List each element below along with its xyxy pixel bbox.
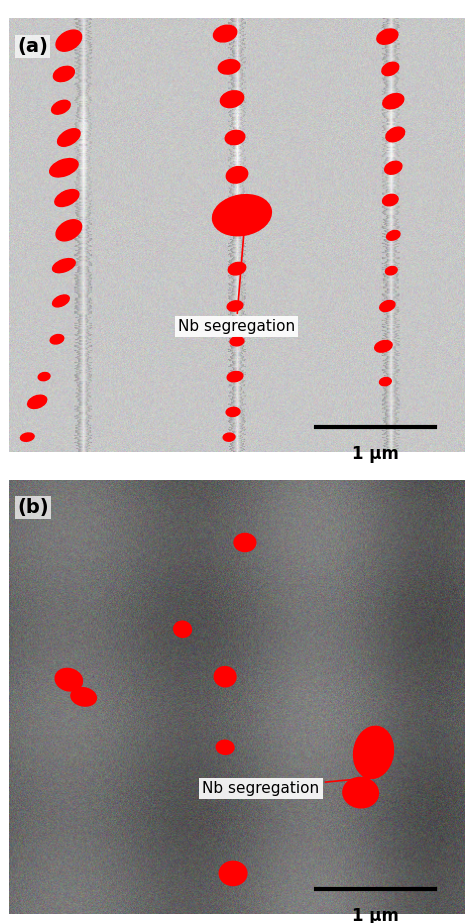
Ellipse shape <box>386 127 405 142</box>
Ellipse shape <box>230 337 244 346</box>
Ellipse shape <box>52 101 70 114</box>
Ellipse shape <box>380 301 395 311</box>
Ellipse shape <box>55 189 79 207</box>
Ellipse shape <box>226 407 240 416</box>
Ellipse shape <box>54 66 74 81</box>
Ellipse shape <box>56 220 82 241</box>
Ellipse shape <box>387 231 400 240</box>
Ellipse shape <box>374 341 392 353</box>
Ellipse shape <box>226 166 248 183</box>
Ellipse shape <box>71 688 96 706</box>
Ellipse shape <box>53 258 75 272</box>
Ellipse shape <box>383 93 404 109</box>
Ellipse shape <box>27 395 47 409</box>
Text: (b): (b) <box>18 498 49 517</box>
Ellipse shape <box>234 533 256 552</box>
Ellipse shape <box>212 195 272 235</box>
Ellipse shape <box>214 666 236 687</box>
Ellipse shape <box>354 726 393 778</box>
Ellipse shape <box>220 90 244 108</box>
Ellipse shape <box>383 195 398 206</box>
Ellipse shape <box>219 60 240 74</box>
Ellipse shape <box>385 162 402 174</box>
Ellipse shape <box>377 29 398 44</box>
Ellipse shape <box>55 668 82 691</box>
Ellipse shape <box>228 262 246 275</box>
Ellipse shape <box>225 130 245 145</box>
Ellipse shape <box>227 371 243 382</box>
Text: 1 μm: 1 μm <box>352 445 399 463</box>
Ellipse shape <box>227 301 243 311</box>
Ellipse shape <box>38 373 50 380</box>
Text: 1 μm: 1 μm <box>352 906 399 923</box>
Ellipse shape <box>56 30 82 51</box>
Ellipse shape <box>173 621 191 638</box>
Ellipse shape <box>20 433 34 441</box>
Ellipse shape <box>50 159 78 177</box>
Text: (a): (a) <box>18 37 48 55</box>
Ellipse shape <box>50 334 64 344</box>
Ellipse shape <box>213 25 237 42</box>
Text: Nb segregation: Nb segregation <box>178 225 295 334</box>
Ellipse shape <box>385 267 397 275</box>
Ellipse shape <box>53 295 69 307</box>
Ellipse shape <box>382 62 399 76</box>
Ellipse shape <box>216 740 234 754</box>
Ellipse shape <box>343 777 378 808</box>
Ellipse shape <box>219 861 247 885</box>
Ellipse shape <box>57 128 80 146</box>
Ellipse shape <box>223 433 235 441</box>
Text: Nb segregation: Nb segregation <box>202 775 369 796</box>
Ellipse shape <box>380 378 391 386</box>
